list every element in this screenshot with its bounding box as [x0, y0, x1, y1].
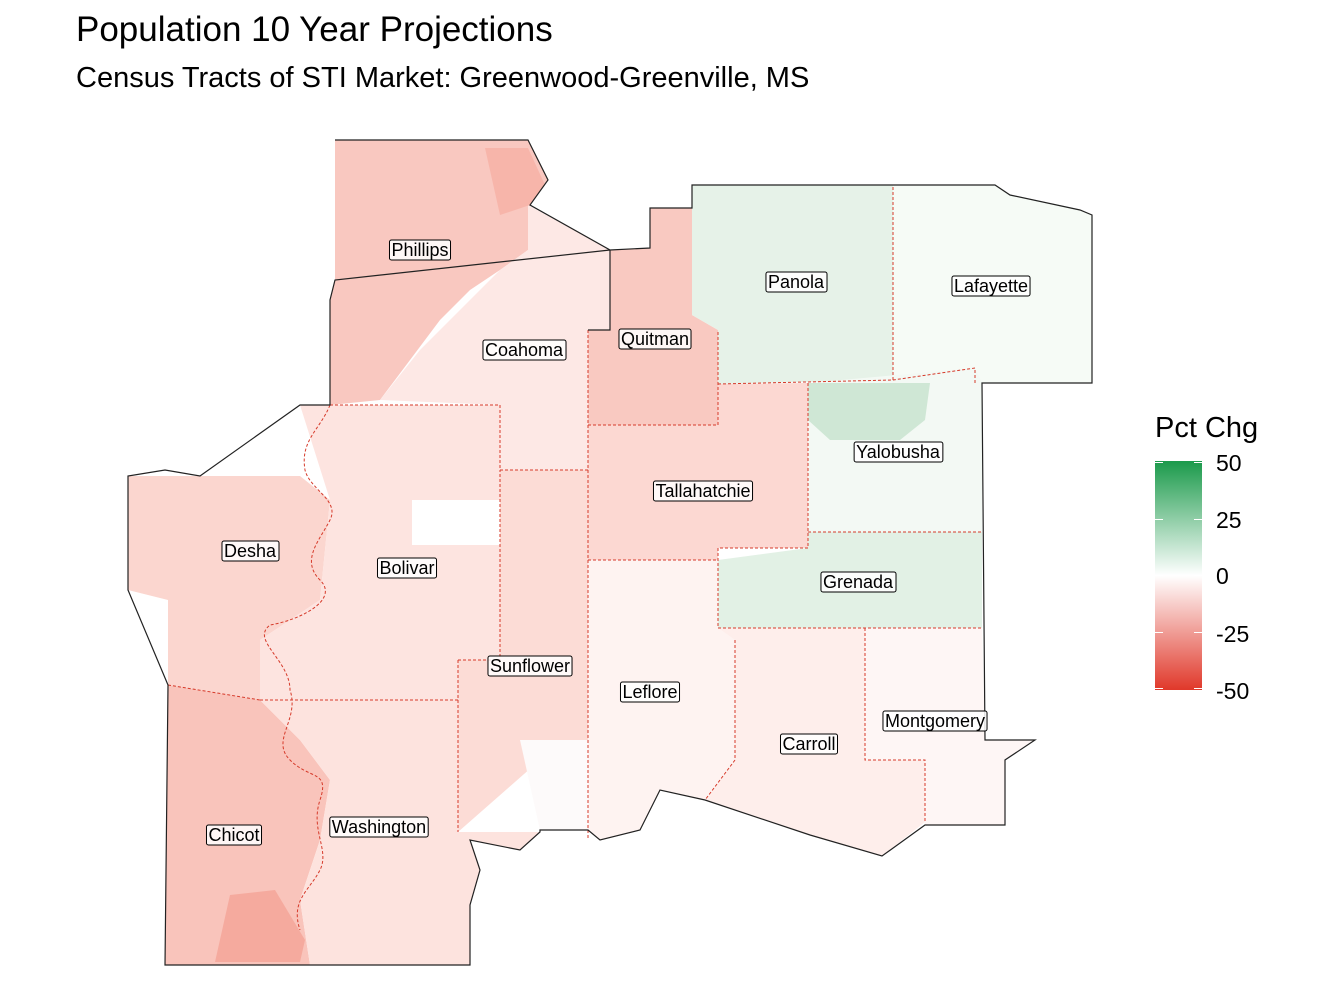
county-label-sunflower: Sunflower: [487, 655, 573, 677]
tract-accent: [520, 740, 588, 830]
county-label-text: Montgomery: [885, 711, 985, 731]
county-label-box: [487, 655, 573, 677]
county-label-text: Leflore: [622, 682, 677, 702]
legend-label-neg25: -25: [1216, 621, 1250, 647]
county-label-box: [652, 480, 754, 502]
county-label-text: Panola: [768, 272, 825, 292]
county-label-panola: Panola: [765, 271, 828, 293]
county-label-phillips: Phillips: [388, 239, 452, 261]
county-label-washington: Washington: [329, 816, 429, 838]
county-label-text: Tallahatchie: [655, 481, 750, 501]
county-label-box: [619, 681, 681, 703]
county-label-box: [482, 339, 567, 361]
county-label-text: Lafayette: [954, 276, 1028, 296]
legend-colorbar: [1155, 461, 1202, 690]
county-label-box: [765, 271, 828, 293]
county-label-tallahatchie: Tallahatchie: [652, 480, 754, 502]
legend-label-25: 25: [1216, 507, 1242, 533]
county-label-text: Desha: [224, 541, 277, 561]
county-label-text: Carroll: [782, 734, 835, 754]
county-label-carroll: Carroll: [779, 733, 839, 755]
county-label-yalobusha: Yalobusha: [853, 441, 944, 463]
tract-accent: [215, 890, 305, 962]
county-label-bolivar: Bolivar: [376, 557, 438, 579]
county-label-text: Chicot: [208, 825, 259, 845]
market-outline: [127, 139, 1093, 966]
county-label-box: [853, 441, 944, 463]
legend-label-0: 0: [1216, 563, 1229, 589]
county-label-text: Quitman: [621, 329, 689, 349]
county-label-text: Phillips: [391, 240, 448, 260]
county-label-leflore: Leflore: [619, 681, 681, 703]
county-label-box: [376, 557, 438, 579]
county-label-box: [388, 239, 452, 261]
county-label-text: Yalobusha: [856, 442, 941, 462]
county-label-box: [329, 816, 429, 838]
county-label-quitman: Quitman: [618, 328, 692, 350]
legend-title: Pct Chg: [1155, 412, 1259, 444]
county-area-phillips: [330, 140, 548, 405]
tract-accent: [412, 500, 500, 545]
tract-accent: [808, 383, 930, 440]
county-label-box: [820, 571, 897, 593]
county-label-chicot: Chicot: [205, 824, 263, 846]
county-area-quitman: [588, 208, 718, 425]
county-area-desha: [128, 476, 330, 700]
county-label-desha: Desha: [221, 540, 280, 562]
county-label-text: Bolivar: [379, 558, 434, 578]
legend-label-neg50: -50: [1216, 678, 1250, 704]
map-subtitle: Census Tracts of STI Market: Greenwood-G…: [76, 62, 810, 94]
county-label-box: [205, 824, 263, 846]
county-label-box: [882, 710, 988, 732]
county-area-tallahatchie: [588, 383, 808, 560]
county-label-text: Coahoma: [485, 340, 564, 360]
county-label-box: [221, 540, 280, 562]
tract-accent: [485, 148, 545, 215]
county-label-text: Grenada: [823, 572, 894, 592]
county-area-bolivar: [260, 405, 500, 700]
county-area-coahoma: [380, 205, 610, 470]
legend-label-50: 50: [1216, 450, 1242, 476]
county-label-lafayette: Lafayette: [951, 275, 1031, 297]
county-label-box: [779, 733, 839, 755]
county-label-box: [951, 275, 1031, 297]
county-label-grenada: Grenada: [820, 571, 897, 593]
county-label-box: [618, 328, 692, 350]
map-title: Population 10 Year Projections: [76, 10, 553, 49]
county-label-coahoma: Coahoma: [482, 339, 567, 361]
county-label-text: Sunflower: [490, 656, 570, 676]
county-label-text: Washington: [332, 817, 426, 837]
county-label-montgomery: Montgomery: [882, 710, 988, 732]
